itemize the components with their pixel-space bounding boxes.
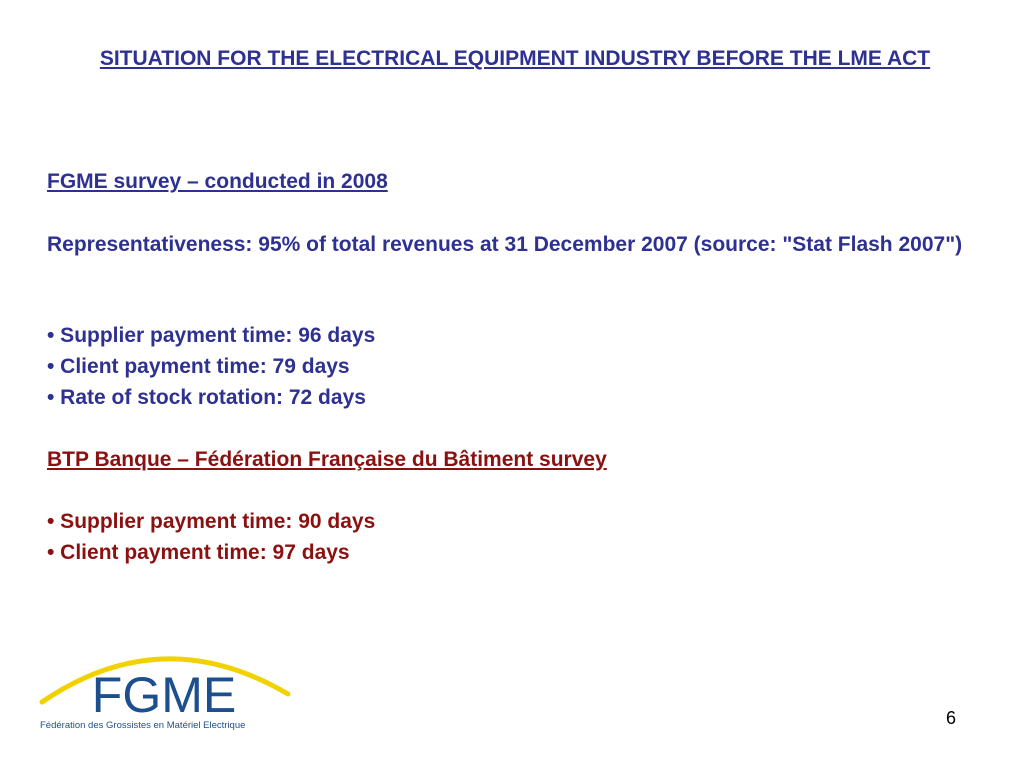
fgme-bullet-supplier-payment: • Supplier payment time: 96 days <box>47 324 376 347</box>
fgme-bullet-client-payment: • Client payment time: 79 days <box>47 355 350 378</box>
fgme-survey-heading: FGME survey – conducted in 2008 <box>47 170 388 193</box>
page-number: 6 <box>946 708 957 728</box>
btp-bullet-client-payment: • Client payment time: 97 days <box>47 541 350 564</box>
representativeness-text: Representativeness: 95% of total revenue… <box>47 233 963 256</box>
fgme-logo-graphic: FGME <box>39 656 291 720</box>
btp-bullet-supplier-payment: • Supplier payment time: 90 days <box>47 510 376 533</box>
slide-title: SITUATION FOR THE ELECTRICAL EQUIPMENT I… <box>99 47 931 70</box>
fgme-logo: FGME Fédération des Grossistes en Matéri… <box>36 640 298 740</box>
logo-subtitle: Fédération des Grossistes en Matériel El… <box>40 720 246 731</box>
fgme-bullet-stock-rotation: • Rate of stock rotation: 72 days <box>47 386 366 409</box>
logo-wordmark: FGME <box>92 667 236 720</box>
logo-arc <box>39 656 291 705</box>
btp-survey-heading: BTP Banque – Fédération Française du Bât… <box>47 448 607 471</box>
